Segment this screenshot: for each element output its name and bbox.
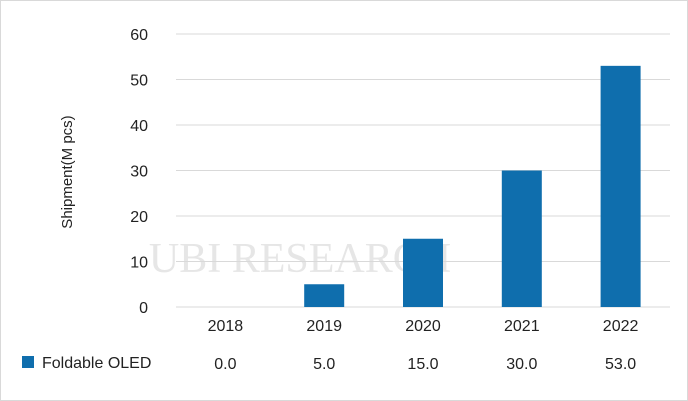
y-tick-label: 10 [130,255,148,272]
watermark: UBI RESEARCH [149,236,451,282]
bar-2021 [501,170,542,307]
grid-lines [176,33,670,308]
data-table: Foldable OLED 0.0 5.0 15.0 30.0 53.0 [22,355,636,373]
data-table-value: 0.0 [214,356,236,373]
y-axis-ticks: 0 10 20 30 40 50 60 [130,27,148,317]
data-table-value: 5.0 [313,356,335,373]
y-tick-label: 30 [130,164,148,181]
x-axis-ticks: 2018 2019 2020 2021 2022 [208,318,639,335]
y-axis-label: Shipment(M pcs) [59,115,76,228]
bars [304,65,641,307]
y-tick-label: 20 [130,209,148,226]
bar-2019 [304,284,345,307]
x-tick-label: 2020 [405,318,441,335]
legend-label: Foldable OLED [42,355,151,372]
watermark-text: UBI RESEARCH [149,236,451,282]
bar-2022 [600,65,641,307]
x-tick-label: 2018 [208,318,244,335]
y-tick-label: 40 [130,118,148,135]
y-tick-label: 0 [139,300,148,317]
data-table-value: 30.0 [506,356,537,373]
data-table-value: 53.0 [605,356,636,373]
data-table-value: 15.0 [407,356,438,373]
bar-2020 [403,238,443,307]
legend-swatch [22,356,34,368]
x-tick-label: 2019 [306,318,342,335]
y-tick-label: 50 [130,73,148,90]
x-tick-label: 2022 [603,318,639,335]
x-tick-label: 2021 [504,318,540,335]
y-tick-label: 60 [130,27,148,44]
